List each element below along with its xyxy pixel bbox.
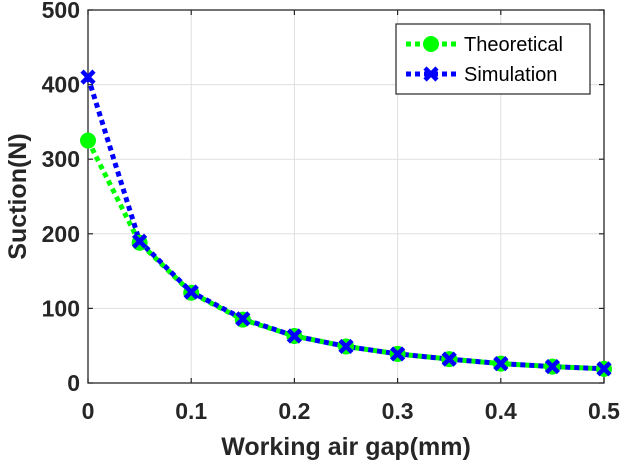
legend-marker-theoretical bbox=[423, 36, 439, 52]
y-tick-label: 100 bbox=[42, 295, 80, 321]
x-tick-label: 0.4 bbox=[485, 398, 517, 424]
data-point-simulation bbox=[80, 69, 96, 85]
y-tick-label: 300 bbox=[42, 146, 80, 172]
data-point-simulation bbox=[183, 284, 199, 300]
x-tick-label: 0.2 bbox=[278, 398, 310, 424]
y-tick-label: 400 bbox=[42, 72, 80, 98]
data-point-simulation bbox=[132, 233, 148, 249]
axis-ticks bbox=[87, 9, 605, 384]
y-tick-label: 0 bbox=[67, 370, 80, 396]
axis-tick-labels: 0 0.1 0.2 0.3 0.4 0.5 0 100 200 300 400 500 bbox=[42, 0, 621, 424]
y-tick-label: 500 bbox=[42, 0, 80, 23]
data-point-simulation bbox=[390, 346, 406, 362]
series-line-simulation bbox=[85, 76, 605, 372]
legend-box bbox=[395, 23, 591, 95]
plot-area-frame bbox=[87, 9, 605, 384]
legend-label-theoretical: Theoretical bbox=[464, 34, 563, 56]
x-tick-label: 0.5 bbox=[588, 398, 620, 424]
y-tick-label: 200 bbox=[42, 221, 80, 247]
data-point-simulation bbox=[235, 311, 251, 327]
series-line-theoretical bbox=[85, 139, 605, 372]
data-point-simulation bbox=[493, 356, 509, 372]
legend: Theoretical Simulation bbox=[395, 23, 591, 95]
data-point-theoretical bbox=[80, 132, 96, 149]
data-point-simulation bbox=[544, 358, 560, 375]
x-tick-label: 0.3 bbox=[382, 398, 414, 424]
legend-marker-simulation bbox=[423, 66, 439, 82]
y-axis-label: Suction(N) bbox=[4, 133, 32, 259]
series-lines bbox=[85, 76, 605, 372]
x-tick-label: 0 bbox=[82, 398, 95, 424]
data-point-simulation bbox=[286, 328, 302, 344]
x-tick-label: 0.1 bbox=[175, 398, 207, 424]
data-point-simulation bbox=[596, 361, 612, 377]
series-markers bbox=[80, 69, 612, 377]
x-axis-label: Working air gap(mm) bbox=[221, 433, 471, 461]
data-point-simulation bbox=[338, 338, 354, 355]
data-point-simulation bbox=[441, 351, 457, 367]
legend-label-simulation: Simulation bbox=[464, 64, 557, 86]
